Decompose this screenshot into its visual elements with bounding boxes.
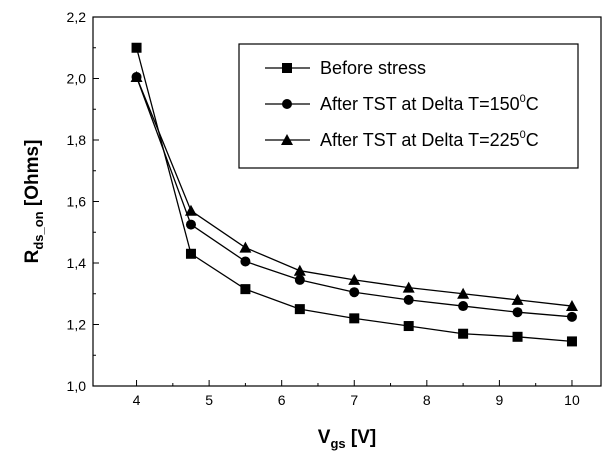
y-tick-label: 1,2 xyxy=(67,317,87,333)
y-tick-label: 1,6 xyxy=(67,194,87,210)
series-2 xyxy=(131,71,577,322)
legend-entry-2: After TST at Delta T=1500C xyxy=(265,93,539,114)
legend-marker-circle xyxy=(282,99,292,109)
x-tick-label: 5 xyxy=(205,392,213,408)
x-axis-title-sub: gs xyxy=(330,436,345,451)
data-point-circle xyxy=(294,274,305,285)
y-tick-label: 2,0 xyxy=(67,71,87,87)
data-point-square xyxy=(349,313,360,324)
axis-ticks: 4 5 6 7 8 9 10 1,0 1,2 1,4 1,6 1,8 2,0 2,2 xyxy=(67,9,580,408)
legend-label: After TST at Delta T=2250C xyxy=(320,129,539,150)
series-3 xyxy=(130,70,578,312)
legend-entry-3: After TST at Delta T=2250C xyxy=(265,129,539,150)
data-point-square xyxy=(185,248,196,259)
y-axis-title-sub: ds_on xyxy=(31,211,46,249)
legend-label-text: Before stress xyxy=(320,58,426,78)
data-point-triangle xyxy=(565,300,578,312)
x-tick-label: 4 xyxy=(133,392,141,408)
y-tick-label: 1,4 xyxy=(67,255,87,271)
data-point-triangle xyxy=(402,281,415,293)
data-point-circle xyxy=(240,256,251,267)
legend-label-suffix: C xyxy=(526,94,539,114)
axis-titles: Vgs [V] Rds_on [Ohms] xyxy=(22,140,376,451)
data-point-square xyxy=(240,284,251,295)
legend-entry-1: Before stress xyxy=(265,58,426,78)
x-tick-label: 9 xyxy=(496,392,504,408)
x-tick-label: 6 xyxy=(278,392,286,408)
y-axis-title-unit: [Ohms] xyxy=(22,140,43,212)
legend-box xyxy=(238,43,579,169)
data-point-triangle xyxy=(293,264,306,276)
series-1 xyxy=(131,42,577,347)
data-point-circle xyxy=(185,219,196,230)
legend-label-text: After TST at Delta T=225 xyxy=(320,130,520,150)
legend-label: Before stress xyxy=(320,58,426,78)
data-point-circle xyxy=(458,301,469,312)
legend-label-text: After TST at Delta T=150 xyxy=(320,94,520,114)
y-axis-title-main: R xyxy=(22,249,43,263)
data-point-circle xyxy=(349,287,360,298)
legend-marker-triangle xyxy=(281,134,293,145)
data-point-square xyxy=(403,321,414,332)
data-point-triangle xyxy=(184,204,197,216)
y-tick-label: 1,8 xyxy=(67,132,87,148)
data-point-square xyxy=(512,331,523,342)
data-point-square xyxy=(294,304,305,315)
data-point-circle xyxy=(566,311,577,322)
y-tick-label: 1,0 xyxy=(67,378,87,394)
data-point-triangle xyxy=(239,241,252,253)
data-point-square xyxy=(458,328,469,339)
x-axis-title: Vgs [V] xyxy=(318,427,376,451)
data-point-circle xyxy=(512,307,523,318)
y-tick-label: 2,2 xyxy=(67,9,87,25)
x-axis-title-main: V xyxy=(318,427,331,448)
data-point-triangle xyxy=(130,70,143,82)
y-axis-title: Rds_on [Ohms] xyxy=(22,140,46,264)
x-axis-title-unit: [V] xyxy=(346,427,377,448)
data-point-square xyxy=(566,336,577,347)
data-point-triangle xyxy=(348,273,361,285)
data-point-circle xyxy=(403,294,414,305)
legend-marker-square xyxy=(282,63,292,73)
data-point-triangle xyxy=(511,293,524,305)
data-point-triangle xyxy=(457,287,470,299)
legend-label: After TST at Delta T=1500C xyxy=(320,93,539,114)
x-tick-label: 10 xyxy=(564,392,580,408)
legend-label-suffix: C xyxy=(526,130,539,150)
x-tick-label: 8 xyxy=(423,392,431,408)
legend-label-superscript: 0 xyxy=(520,129,526,141)
data-point-square xyxy=(131,42,142,53)
legend-label-superscript: 0 xyxy=(520,93,526,105)
series-layer xyxy=(130,42,578,347)
x-tick-label: 7 xyxy=(350,392,358,408)
